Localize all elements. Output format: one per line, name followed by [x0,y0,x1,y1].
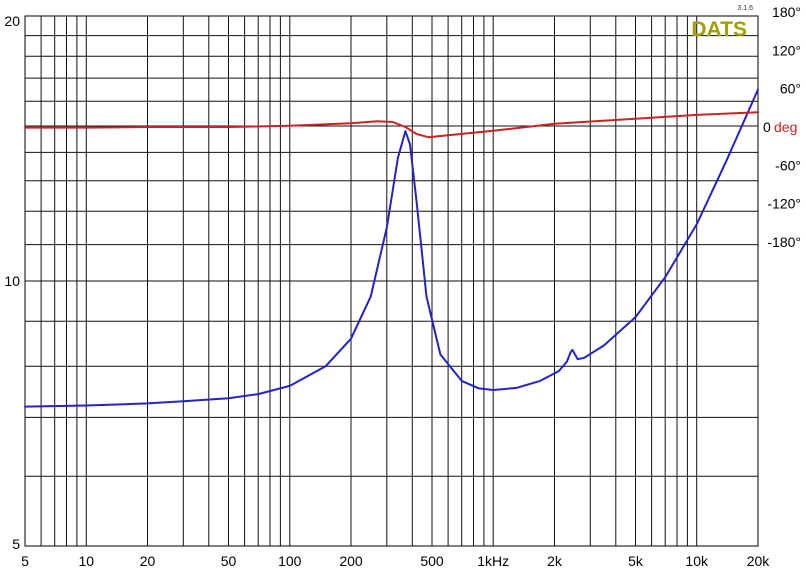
x-tick-label: 200 [339,553,363,569]
chart-grid [24,15,759,547]
x-tick-label: 50 [221,553,237,569]
phase-tick-label: -60° [775,157,801,173]
x-tick-label: 2k [547,553,563,569]
impedance-curve [24,88,759,408]
phase-tick-label: 0 [763,119,771,135]
x-tick-label: 500 [420,553,444,569]
phase-axis-tick-labels: 180° 120° 60° 0 deg -60° -120° -180° [763,4,801,250]
phase-tick-label: 180° [772,4,801,20]
x-tick-label: 20k [747,553,771,569]
phase-unit-label: deg [774,119,797,135]
x-tick-label: 5k [628,553,644,569]
y-tick-label: 20 [4,13,20,29]
x-axis-tick-labels: 5 10 20 50 100 200 500 1kHz 2k 5k 10k 20k [21,553,770,569]
phase-tick-label: 60° [780,81,801,97]
version-label: 3.1.6 [737,5,753,12]
x-tick-label: 100 [278,553,302,569]
x-tick-label: 10 [79,553,95,569]
dats-logo-text: DATS [691,18,747,41]
phase-curve [24,111,759,139]
phase-tick-label: -180° [767,234,801,250]
y-axis-tick-labels: 20 10 5 [4,13,20,552]
chart-series [24,88,759,408]
x-tick-label: 20 [140,553,156,569]
phase-tick-label: 120° [772,42,801,58]
phase-tick-label: -120° [767,196,801,212]
x-tick-label: 10k [685,553,709,569]
y-tick-label: 5 [12,536,20,552]
x-tick-label: 1kHz [477,553,509,569]
x-tick-label: 5 [21,553,29,569]
y-tick-label: 10 [4,273,20,289]
